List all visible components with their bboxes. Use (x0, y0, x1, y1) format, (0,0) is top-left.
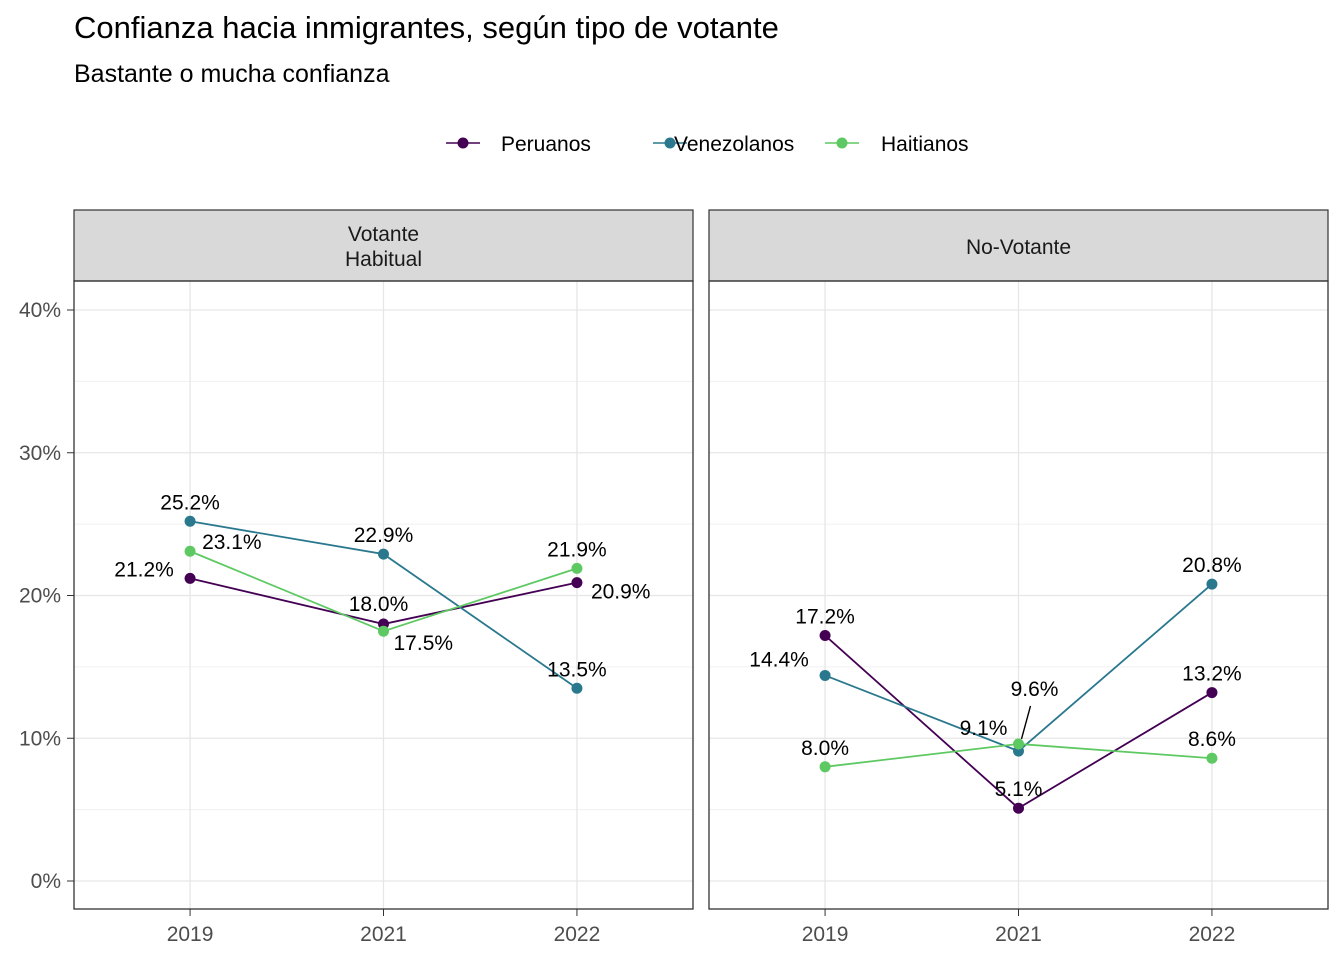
data-point-venezolanos (1206, 578, 1218, 590)
y-tick-label: 20% (19, 585, 61, 608)
data-point-haitianos (571, 562, 583, 574)
x-tick-label: 2022 (1189, 923, 1236, 946)
data-point-venezolanos (819, 669, 831, 681)
data-point-peruanos (819, 629, 831, 641)
legend-label: Venezolanos (674, 133, 794, 156)
data-point-peruanos (184, 572, 196, 584)
data-point-venezolanos (571, 682, 583, 694)
label-leader-line (1020, 705, 1032, 740)
data-label: 25.2% (160, 491, 220, 514)
data-label: 8.6% (1188, 728, 1236, 751)
legend-key-point (664, 137, 676, 149)
data-label: 17.5% (394, 632, 454, 655)
facet-strip (73, 209, 694, 282)
data-label: 8.0% (801, 737, 849, 760)
facet-strip-label: No-Votante (966, 236, 1071, 259)
y-tick-label: 40% (19, 299, 61, 322)
data-point-haitianos (819, 761, 831, 773)
data-label: 23.1% (202, 531, 262, 554)
legend-key-point (457, 137, 469, 149)
chart-title: Confianza hacia inmigrantes, según tipo … (74, 10, 779, 45)
data-label: 9.6% (1011, 678, 1059, 701)
data-point-peruanos (1206, 687, 1218, 699)
data-label: 14.4% (749, 648, 809, 671)
facet-strip-label: Votante (348, 223, 419, 246)
legend-key-point (836, 137, 848, 149)
x-tick-label: 2019 (167, 923, 214, 946)
legend-label: Haitianos (881, 133, 969, 156)
data-point-haitianos (184, 545, 196, 557)
data-label: 13.5% (547, 658, 607, 681)
x-tick-label: 2021 (360, 923, 407, 946)
data-label: 17.2% (795, 605, 855, 628)
facet-strip (708, 209, 1329, 282)
facet-strip-label: Habitual (345, 248, 422, 271)
data-point-haitianos (1206, 752, 1218, 764)
data-point-peruanos (571, 577, 583, 589)
data-label: 22.9% (354, 524, 414, 547)
y-tick-label: 0% (31, 870, 61, 893)
data-label: 18.0% (349, 593, 409, 616)
data-point-venezolanos (378, 548, 389, 560)
data-point-venezolanos (184, 515, 196, 527)
data-label: 20.9% (591, 581, 651, 604)
data-label: 5.1% (995, 778, 1043, 801)
y-tick-label: 10% (19, 727, 61, 750)
data-label: 20.8% (1182, 554, 1242, 577)
x-tick-label: 2019 (802, 923, 849, 946)
x-tick-label: 2021 (995, 923, 1042, 946)
y-tick-label: 30% (19, 442, 61, 465)
data-label: 9.1% (960, 717, 1008, 740)
data-label: 13.2% (1182, 663, 1242, 686)
x-tick-label: 2022 (554, 923, 601, 946)
data-point-haitianos (378, 625, 389, 637)
legend-label: Peruanos (501, 133, 591, 156)
chart-subtitle: Bastante o mucha confianza (74, 60, 390, 88)
data-point-peruanos (1013, 802, 1024, 814)
data-label: 21.2% (114, 558, 174, 581)
data-label: 21.9% (547, 538, 607, 561)
data-point-haitianos (1013, 738, 1024, 750)
